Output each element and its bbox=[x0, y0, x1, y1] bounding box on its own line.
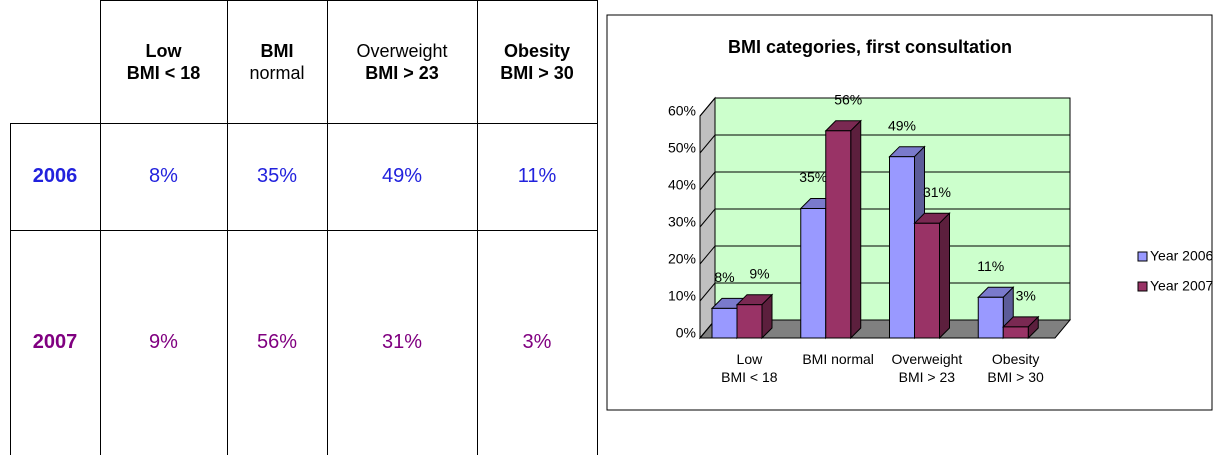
table-cell: 11% bbox=[517, 165, 557, 187]
table-border bbox=[327, 0, 328, 455]
chart-title: BMI categories, first consultation bbox=[728, 37, 1012, 57]
table-cell: 8% bbox=[149, 165, 178, 187]
table-border bbox=[10, 230, 598, 231]
legend-label: Year 2006 bbox=[1150, 248, 1214, 264]
data-label: 31% bbox=[923, 184, 951, 200]
y-tick-label: 20% bbox=[668, 251, 696, 267]
table-cell: 3% bbox=[522, 331, 552, 353]
header-line: normal bbox=[249, 62, 305, 83]
bar-face bbox=[825, 130, 852, 339]
bar bbox=[824, 119, 862, 340]
table-cell: 56% bbox=[256, 331, 298, 353]
header-cell: Low BMI < 18 bbox=[100, 0, 227, 123]
y-tick-label: 40% bbox=[668, 177, 696, 193]
data-label: 35% bbox=[799, 169, 827, 185]
grid-line bbox=[699, 97, 1070, 117]
table-border bbox=[100, 0, 101, 455]
bar-face bbox=[800, 208, 827, 339]
legend-swatch bbox=[1137, 251, 1148, 262]
table-border bbox=[100, 0, 597, 1]
bar bbox=[913, 212, 951, 340]
header-cell: Obesity BMI > 30 bbox=[477, 0, 597, 123]
table-cell: 31% bbox=[381, 331, 423, 353]
header-cell: Overweight BMI > 23 bbox=[327, 0, 477, 123]
header-line: BMI > 30 bbox=[500, 62, 574, 83]
data-label: 11% bbox=[977, 258, 1004, 274]
bar-face bbox=[889, 156, 915, 339]
header-line: Overweight bbox=[356, 40, 448, 61]
bar-face bbox=[736, 304, 763, 339]
header-line: BMI bbox=[260, 40, 294, 61]
bar-face bbox=[1002, 326, 1029, 339]
table-border bbox=[227, 0, 228, 455]
header-line: BMI < 18 bbox=[126, 62, 201, 83]
header-cell: BMI normal bbox=[227, 0, 327, 123]
grid-line bbox=[699, 171, 1070, 191]
table-border bbox=[477, 0, 478, 455]
table-border bbox=[597, 0, 598, 455]
bar-face bbox=[939, 212, 950, 340]
bar bbox=[735, 293, 774, 340]
row-header: 2007 bbox=[32, 331, 78, 353]
grid-line bbox=[699, 282, 1070, 302]
grid-line bbox=[699, 134, 1070, 154]
table-border bbox=[10, 123, 598, 124]
grid-line bbox=[699, 208, 1070, 228]
y-tick-label: 30% bbox=[668, 214, 696, 230]
bar-face bbox=[914, 222, 940, 339]
x-tick-label: Obesity BMI > 30 bbox=[987, 351, 1044, 385]
bar-face bbox=[977, 296, 1004, 339]
data-label: 56% bbox=[834, 92, 862, 108]
legend-label: Year 2007 bbox=[1150, 278, 1214, 294]
legend-swatch bbox=[1137, 281, 1148, 292]
data-label: 9% bbox=[749, 265, 769, 281]
y-tick-label: 10% bbox=[668, 288, 696, 304]
header-line: BMI > 23 bbox=[365, 62, 439, 83]
header-line: Obesity bbox=[503, 40, 571, 61]
data-label: 3% bbox=[1016, 288, 1036, 304]
header-line: Low bbox=[145, 40, 182, 61]
grid-line bbox=[699, 245, 1070, 265]
y-tick-label: 0% bbox=[676, 325, 696, 341]
bar-face bbox=[850, 119, 862, 340]
data-label: 8% bbox=[714, 269, 734, 285]
y-tick-label: 60% bbox=[668, 103, 696, 119]
row-header: 2006 bbox=[32, 165, 78, 187]
table-cell: 35% bbox=[256, 165, 298, 187]
data-label: 49% bbox=[888, 117, 916, 133]
bar bbox=[1002, 315, 1040, 340]
y-tick-label: 50% bbox=[668, 140, 696, 156]
bar-face bbox=[711, 307, 738, 339]
table-cell: 9% bbox=[149, 331, 178, 353]
x-tick-label: Low BMI < 18 bbox=[721, 351, 778, 385]
x-tick-label: Overweight BMI > 23 bbox=[891, 351, 963, 385]
x-tick-label: BMI normal bbox=[802, 351, 874, 367]
table-border bbox=[10, 123, 11, 455]
table-cell: 49% bbox=[381, 165, 423, 187]
